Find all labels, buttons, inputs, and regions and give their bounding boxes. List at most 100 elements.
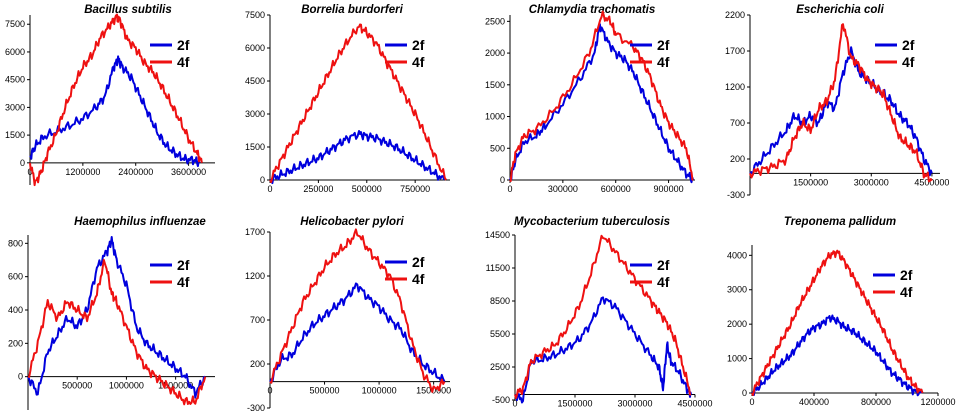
y-tick-label-400: 400 xyxy=(8,305,23,315)
x-tick-label-800000: 800000 xyxy=(861,397,891,407)
x-tick-label-0: 0 xyxy=(507,184,512,194)
y-tick-label-0: 0 xyxy=(18,372,23,382)
x-tick-label-1200000: 1200000 xyxy=(65,167,100,177)
y-tick-label-1700: 1700 xyxy=(245,227,265,237)
y-tick-label-4000: 4000 xyxy=(727,250,747,260)
legend-label-2f: 2f xyxy=(177,37,190,53)
x-tick-label-1500000: 1500000 xyxy=(557,399,592,409)
y-tick-label-800: 800 xyxy=(8,238,23,248)
y-tick-label-2500: 2500 xyxy=(490,362,510,372)
x-tick-label-750000: 750000 xyxy=(400,184,430,194)
y-tick-label-6000: 6000 xyxy=(245,43,265,53)
legend-label-4f: 4f xyxy=(412,271,425,287)
y-tick-label-1500: 1500 xyxy=(245,142,265,152)
x-tick-label-4500000: 4500000 xyxy=(914,177,949,187)
x-tick-label-3600000: 3600000 xyxy=(171,167,206,177)
y-tick-label-200: 200 xyxy=(8,338,23,348)
y-tick-label-3000: 3000 xyxy=(727,285,747,295)
y-tick-label-11500: 11500 xyxy=(486,263,510,273)
y-tick-label-1500: 1500 xyxy=(5,130,25,140)
x-tick-label-0: 0 xyxy=(749,397,754,407)
y-tick-label-0: 0 xyxy=(20,158,25,168)
series-line-4f xyxy=(751,249,924,396)
chart-title: Bacillus subtilis xyxy=(84,4,172,16)
chart-3: Chlamydia trachomatis 0 500 1000 1500 2000 250… xyxy=(485,4,695,194)
legend-label-2f: 2f xyxy=(657,257,670,273)
chart-7: Mycobacterium tuberculosis -500 2500 5500 85… xyxy=(485,216,713,408)
y-tick-label-8500: 8500 xyxy=(490,296,510,306)
series-line-4f xyxy=(269,23,447,183)
y-tick-label-2500: 2500 xyxy=(485,16,505,26)
y-tick-label-6000: 6000 xyxy=(5,47,25,57)
y-tick-label-14500: 14500 xyxy=(485,230,510,240)
y-tick-label-0: 0 xyxy=(260,175,265,185)
chart-title: Haemophilus influenzae xyxy=(74,216,206,228)
series-line-4f xyxy=(269,228,446,393)
series-line-2f xyxy=(749,46,933,177)
chart-title: Borrelia burdorferi xyxy=(301,4,403,16)
x-tick-label-1200000: 1200000 xyxy=(920,397,955,407)
series-line-4f xyxy=(509,10,694,182)
legend-label-2f: 2f xyxy=(657,37,670,53)
chart-2: Borrelia burdorferi 0 1500 3000 4500 6000 7500… xyxy=(245,4,450,194)
x-tick-label-3000000: 3000000 xyxy=(854,177,889,187)
x-tick-label-500000: 500000 xyxy=(352,184,382,194)
y-tick-label-0: 0 xyxy=(500,175,505,185)
y-tick-label-5500: 5500 xyxy=(490,329,510,339)
series-line-4f xyxy=(29,13,203,187)
x-tick-label-300000: 300000 xyxy=(548,184,578,194)
series-line-2f xyxy=(269,282,446,383)
legend-label-2f: 2f xyxy=(902,37,915,53)
legend-label-4f: 4f xyxy=(657,274,670,290)
x-tick-label-900000: 900000 xyxy=(654,184,684,194)
y-tick-label-500: 500 xyxy=(490,143,505,153)
y-tick-label-500: -500 xyxy=(492,395,510,405)
legend-label-2f: 2f xyxy=(412,37,425,53)
series-line-4f xyxy=(514,234,691,399)
x-tick-label-2400000: 2400000 xyxy=(118,167,153,177)
series-line-2f xyxy=(27,236,206,399)
x-tick-label-0: 0 xyxy=(27,167,32,177)
legend-label-4f: 4f xyxy=(900,284,913,300)
chart-title: Treponema pallidum xyxy=(784,216,896,228)
x-tick-label-4500000: 4500000 xyxy=(677,399,712,409)
y-tick-label-0: 0 xyxy=(742,388,747,398)
x-tick-label-0: 0 xyxy=(512,399,517,409)
x-tick-label-1000000: 1000000 xyxy=(109,381,144,391)
y-tick-label-7500: 7500 xyxy=(5,19,25,29)
y-tick-label-2200: 2200 xyxy=(725,10,745,20)
y-tick-label-200: 200 xyxy=(250,359,265,369)
y-tick-label-4500: 4500 xyxy=(245,76,265,86)
y-tick-label-700: 700 xyxy=(730,118,745,128)
x-tick-label-1000000: 1000000 xyxy=(362,386,397,396)
legend-label-2f: 2f xyxy=(900,267,913,283)
y-tick-label-3000: 3000 xyxy=(5,102,25,112)
y-tick-label-1200: 1200 xyxy=(725,82,745,92)
x-tick-label-400000: 400000 xyxy=(799,397,829,407)
legend-label-4f: 4f xyxy=(412,54,425,70)
y-tick-label-700: 700 xyxy=(250,315,265,325)
legend-label-4f: 4f xyxy=(657,54,670,70)
y-tick-label-1700: 1700 xyxy=(725,46,745,56)
series-line-2f xyxy=(751,314,924,397)
chart-title: Mycobacterium tuberculosis xyxy=(514,216,670,228)
y-tick-label-2000: 2000 xyxy=(485,48,505,58)
legend-label-2f: 2f xyxy=(412,254,425,270)
legend-label-4f: 4f xyxy=(177,274,190,290)
legend-label-4f: 4f xyxy=(902,54,915,70)
series-line-2f xyxy=(269,130,446,185)
x-tick-label-0: 0 xyxy=(267,386,272,396)
y-tick-label-1000: 1000 xyxy=(727,354,747,364)
legend-label-4f: 4f xyxy=(177,54,190,70)
chart-1: Bacillus subtilis 0 1500 3000 4500 6000 7500 0 1… xyxy=(5,4,215,187)
series-line-2f xyxy=(514,296,692,404)
x-tick-label-250000: 250000 xyxy=(303,184,333,194)
y-tick-label-600: 600 xyxy=(8,272,23,282)
y-tick-label-300: -300 xyxy=(727,190,745,200)
x-tick-label-3000000: 3000000 xyxy=(617,399,652,409)
x-tick-label-500000: 500000 xyxy=(62,381,92,391)
chart-5: Haemophilus influenzae 0 200 400 600 800 50000… xyxy=(8,216,215,410)
series-line-2f xyxy=(509,23,695,184)
chart-8: Treponema pallidum 0 1000 2000 3000 4000 0 4000… xyxy=(727,216,956,407)
